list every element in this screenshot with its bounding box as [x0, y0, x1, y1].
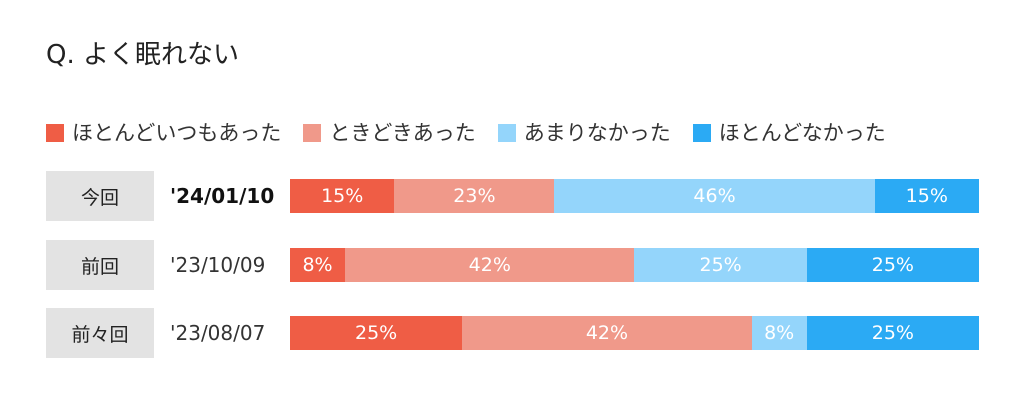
- legend-swatch: [303, 124, 322, 142]
- data-label: 8%: [764, 322, 795, 344]
- bar-row: 今回 '24/01/10 15% 23% 46% 15%: [46, 171, 986, 221]
- bar-segment: 15%: [290, 179, 395, 213]
- legend-swatch: [497, 124, 516, 142]
- bar-segment: 42%: [345, 248, 635, 282]
- legend-label: あまりなかった: [523, 121, 671, 145]
- stacked-bar: 25% 42% 8% 25%: [290, 316, 979, 350]
- stacked-bar: 8% 42% 25% 25%: [290, 248, 979, 282]
- row-label: 前回: [46, 240, 154, 290]
- data-label: 23%: [453, 185, 496, 207]
- legend-label: ほとんどなかった: [718, 121, 886, 145]
- bar-segment: 25%: [806, 316, 979, 350]
- bar-segment: 23%: [394, 179, 555, 213]
- data-label: 15%: [321, 185, 364, 207]
- legend-label: ほとんどいつもあった: [72, 121, 282, 145]
- bar-segment: 46%: [554, 179, 875, 213]
- row-label: 前々回: [46, 308, 154, 358]
- data-label: 25%: [355, 322, 398, 344]
- row-date: '23/10/09: [170, 253, 266, 277]
- data-label: 8%: [302, 254, 333, 276]
- data-label: 25%: [871, 254, 914, 276]
- data-label: 42%: [468, 254, 511, 276]
- bar-segment: 25%: [290, 316, 463, 350]
- bar-row: 前回 '23/10/09 8% 42% 25% 25%: [46, 240, 986, 290]
- bar-row: 前々回 '23/08/07 25% 42% 8% 25%: [46, 308, 986, 358]
- row-label: 今回: [46, 171, 154, 221]
- legend-item: ほとんどいつもあった: [46, 119, 281, 147]
- legend-swatch: [692, 124, 711, 142]
- data-label: 15%: [905, 185, 948, 207]
- data-label: 25%: [871, 322, 914, 344]
- bar-segment: 15%: [874, 179, 979, 213]
- bar-segment: 8%: [290, 248, 346, 282]
- legend-item: ほとんどなかった: [692, 119, 886, 147]
- data-label: 42%: [585, 322, 629, 344]
- legend-swatch: [46, 124, 64, 142]
- bar-segment: 8%: [751, 316, 807, 350]
- data-label: 25%: [699, 254, 742, 276]
- legend-item: ときどきあった: [303, 119, 476, 147]
- stacked-bar: 15% 23% 46% 15%: [290, 179, 979, 213]
- page-title: Q. よく眠れない: [46, 40, 239, 70]
- legend-item: あまりなかった: [497, 119, 671, 147]
- bar-segment: 25%: [634, 248, 807, 282]
- bar-segment: 42%: [462, 316, 752, 350]
- row-date: '23/08/07: [170, 321, 266, 345]
- data-label: 46%: [693, 185, 736, 207]
- legend-label: ときどきあった: [329, 121, 476, 145]
- bar-segment: 25%: [806, 248, 979, 282]
- legend: ほとんどいつもあった ときどきあった あまりなかった ほとんどなかった: [46, 116, 886, 150]
- row-date: '24/01/10: [170, 184, 275, 208]
